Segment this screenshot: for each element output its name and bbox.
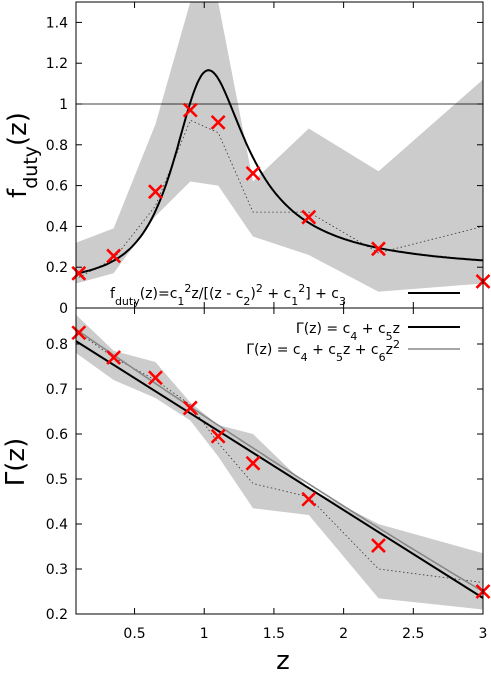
x-tick-label: 1 [200, 626, 209, 642]
bottom-band-area [76, 314, 483, 610]
y-tick-label: 0.8 [46, 337, 68, 353]
top-data-point [106, 248, 122, 264]
top-band-area [76, 2, 483, 292]
top-y-ticks: 0 0.2 0.4 0.6 0.8 1 1.2 1.4 [46, 15, 483, 317]
top-y-axis-label: fduty(z) [3, 112, 42, 198]
bottom-x-ticks: 0.5 1 1.5 2 2.5 3 [123, 308, 487, 642]
bottom-data-point-stroke [210, 428, 226, 444]
bottom-data-point [148, 370, 163, 386]
y-tick-label: 0.8 [46, 138, 68, 154]
top-data-point-stroke [301, 209, 317, 225]
y-tick-label: 0 [59, 301, 68, 317]
top-data-point-stroke [148, 184, 163, 200]
y-tick-label: 0.5 [46, 472, 68, 488]
top-data-point [210, 114, 226, 130]
bottom-legend: Γ(z) = c4 + c5z Γ(z) = c4 + c5z + c6z2 [246, 321, 460, 364]
bottom-data-points [71, 325, 491, 599]
bottom-data-point-stroke [182, 400, 198, 416]
top-data-point [71, 265, 87, 281]
top-data-point-stroke [106, 248, 122, 264]
bottom-data-point [245, 455, 261, 471]
bottom-data-point-stroke [71, 325, 87, 341]
top-data-point-stroke [210, 114, 226, 130]
bottom-panel: 0.2 0.3 0.4 0.5 0.6 0.7 0.8 0.5 1 1.5 2 2.5 3 Γ(z) … [1, 307, 491, 675]
bottom-linear-fit [75, 340, 484, 599]
top-data-point-stroke [71, 265, 87, 281]
y-tick-label: 0.6 [46, 179, 68, 195]
bottom-quadratic-line [75, 328, 484, 593]
top-fit-line [75, 69, 484, 275]
y-tick-label: 0.4 [46, 219, 68, 235]
bottom-confidence-band [76, 314, 483, 610]
top-legend: fduty(z)=c12z/[(z - c2)2 + c12] + c3 [110, 282, 460, 308]
top-data-point [371, 241, 386, 257]
bottom-data-point [301, 491, 317, 507]
top-fit-curve [75, 69, 484, 275]
x-tick-label: 0.5 [123, 626, 145, 642]
bottom-data-point-stroke [106, 350, 122, 365]
x-tick-label: 2.5 [402, 626, 424, 642]
y-tick-label: 0.4 [46, 517, 68, 533]
top-data-point-stroke [371, 241, 386, 257]
bottom-y-axis-label: Γ(z) [1, 438, 31, 486]
bottom-data-point-stroke [148, 370, 163, 386]
y-tick-label: 1.2 [46, 56, 68, 72]
y-tick-label: 1.4 [46, 15, 68, 31]
top-data-point-stroke [182, 102, 198, 118]
bottom-dotted-series [78, 332, 484, 583]
top-legend-text: fduty(z)=c12z/[(z - c2)2 + c12] + c3 [110, 282, 346, 308]
top-y-axis-label-main: f [3, 188, 33, 198]
top-y-axis-label-sub: duty [20, 146, 42, 189]
bottom-y-ticks: 0.2 0.3 0.4 0.5 0.6 0.7 0.8 [46, 337, 483, 623]
y-tick-label: 1 [59, 97, 68, 113]
bottom-data-point [106, 350, 122, 365]
top-y-axis-label-tail: (z) [3, 112, 33, 146]
y-tick-label: 0.7 [46, 382, 68, 398]
bottom-data-point-stroke [301, 491, 317, 507]
y-tick-label: 0.3 [46, 562, 68, 578]
top-panel: 0 0.2 0.4 0.6 0.8 1 1.2 1.4 fduty(z) fduty(z)=c… [3, 1, 491, 317]
y-tick-label: 0.2 [46, 260, 68, 276]
bottom-quadratic-fit [75, 328, 484, 593]
bottom-linear-line [75, 340, 484, 599]
bottom-x-axis-label: z [276, 646, 290, 675]
bottom-data-point [182, 400, 198, 416]
x-tick-label: 2 [339, 626, 348, 642]
bottom-data-point [371, 538, 386, 554]
y-tick-label: 0.6 [46, 427, 68, 443]
bottom-data-point [210, 428, 226, 444]
top-data-point-stroke [245, 165, 261, 181]
top-confidence-band [76, 2, 483, 292]
top-data-point [148, 184, 163, 200]
top-data-point [245, 165, 261, 181]
x-tick-label: 3 [479, 626, 488, 642]
top-data-point [301, 209, 317, 225]
bottom-legend-quadratic-text: Γ(z) = c4 + c5z + c6z2 [246, 338, 400, 364]
bottom-dotted-line [78, 332, 484, 583]
top-data-points [71, 102, 491, 289]
bottom-legend-linear-text: Γ(z) = c4 + c5z [296, 321, 400, 343]
y-tick-label: 0.2 [46, 607, 68, 623]
x-tick-label: 1.5 [263, 626, 285, 642]
bottom-data-point-stroke [245, 455, 261, 471]
bottom-plot-frame [75, 307, 484, 615]
bottom-data-point [71, 325, 87, 341]
bottom-data-point-stroke [371, 538, 386, 554]
top-data-point [182, 102, 198, 118]
